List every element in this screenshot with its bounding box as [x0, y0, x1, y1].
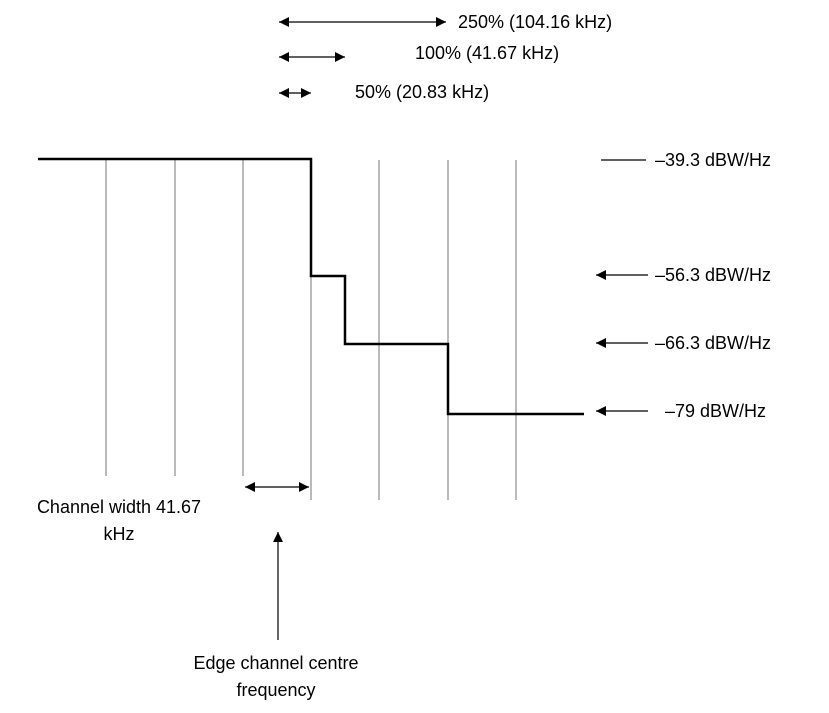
edge-frequency-label-line1: Edge channel centre	[193, 653, 358, 673]
level-labels: –39.3 dBW/Hz –56.3 dBW/Hz –66.3 dBW/Hz –…	[596, 150, 771, 421]
edge-frequency-label-line2: frequency	[236, 680, 315, 700]
level-label-3: –66.3 dBW/Hz	[655, 333, 771, 353]
level-label-4: –79 dBW/Hz	[665, 401, 766, 421]
level-label-2: –56.3 dBW/Hz	[655, 265, 771, 285]
bandwidth-scale: 250% (104.16 kHz) 100% (41.67 kHz) 50% (…	[279, 12, 612, 102]
channel-width-label-line1: Channel width 41.67	[37, 497, 201, 517]
bandwidth-label-50: 50% (20.83 kHz)	[355, 82, 489, 102]
channel-width-indicator: Channel width 41.67 kHz	[37, 482, 309, 544]
bandwidth-label-100: 100% (41.67 kHz)	[415, 43, 559, 63]
bandwidth-label-250: 250% (104.16 kHz)	[458, 12, 612, 32]
emission-mask-line	[38, 157, 584, 416]
level-label-1: –39.3 dBW/Hz	[655, 150, 771, 170]
channel-width-label-line2: kHz	[104, 524, 135, 544]
edge-frequency-indicator: Edge channel centre frequency	[193, 532, 359, 700]
